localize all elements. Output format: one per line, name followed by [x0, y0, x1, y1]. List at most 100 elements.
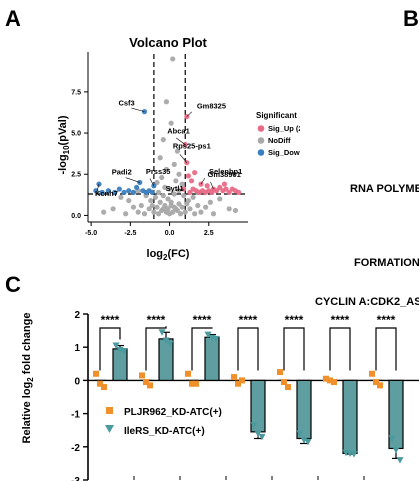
- volcano-point-up: [226, 189, 232, 195]
- volcano-point-nodiff: [163, 99, 170, 105]
- volcano-point-down: [105, 188, 111, 194]
- volcano-point-nodiff: [141, 211, 148, 217]
- bar-y-tick-label: 1: [74, 343, 80, 354]
- volcano-point-nodiff: [154, 179, 160, 186]
- volcano-point-nodiff: [118, 194, 124, 200]
- gene-label-leader: [176, 137, 186, 145]
- point-ilers: [250, 422, 258, 429]
- volcano-point-nodiff: [174, 148, 181, 154]
- volcano-y-tick-label: 0.0: [71, 213, 81, 220]
- volcano-point-nodiff: [146, 206, 152, 212]
- volcano-point-nodiff: [217, 196, 223, 202]
- point-ilers: [120, 348, 128, 355]
- volcano-point-up: [187, 189, 193, 195]
- legend-item-label: Sig_Down (17): [268, 148, 300, 157]
- volcano-point-nodiff: [176, 201, 182, 207]
- volcano-point-nodiff: [173, 206, 179, 212]
- gene-label-prss35: Prss35: [146, 167, 171, 176]
- point-control: [185, 370, 191, 377]
- significance-bracket: [191, 327, 213, 371]
- volcano-point-up: [223, 186, 229, 192]
- point-control: [373, 379, 379, 386]
- pathway-label-rna-polymerase: RNA POLYME: [350, 183, 419, 195]
- point-control: [231, 374, 237, 381]
- volcano-point-nodiff: [126, 197, 132, 204]
- point-control: [327, 377, 333, 384]
- legend-label-ilers: IleRS_KD-ATC(+): [124, 426, 205, 437]
- significance-stars: ****: [285, 313, 304, 327]
- gene-label-gm8325: Gm8325: [197, 102, 226, 111]
- bar-ilers-6: [342, 379, 358, 455]
- volcano-point-up: [185, 173, 191, 179]
- point-control: [369, 370, 375, 377]
- volcano-x-axis-label: log2(FC): [147, 248, 190, 262]
- volcano-point-nodiff: [168, 120, 174, 126]
- gene-label-leader: [125, 177, 140, 183]
- point-control: [93, 370, 99, 377]
- legend-swatch: [257, 149, 265, 156]
- volcano-point-nodiff: [151, 209, 157, 215]
- gene-label-sytl1: Sytl1: [166, 184, 184, 193]
- point-ilers: [300, 437, 308, 444]
- volcano-y-tick-label: 5.0: [71, 131, 81, 138]
- volcano-y-tick-label: 2.5: [71, 172, 81, 179]
- point-control: [235, 380, 241, 387]
- volcano-point-down: [93, 188, 99, 194]
- point-control: [285, 384, 291, 391]
- point-control: [189, 380, 195, 387]
- volcano-point-nodiff: [198, 209, 204, 215]
- point-ilers: [112, 342, 120, 350]
- point-control: [331, 379, 337, 386]
- point-control: [377, 382, 383, 389]
- legend-label-control: PLJR962_KD-ATC(+): [124, 407, 222, 418]
- point-control: [101, 384, 107, 391]
- volcano-point-nodiff: [135, 209, 141, 215]
- significance-stars: ****: [239, 313, 258, 327]
- legend-item-label: Sig_Up (27): [268, 124, 300, 133]
- volcano-point-nodiff: [166, 186, 173, 192]
- volcano-point-nodiff: [203, 204, 209, 210]
- bar-y-axis-label: Relative log2 fold change: [21, 313, 35, 444]
- volcano-point-nodiff: [168, 202, 174, 209]
- point-control: [193, 380, 199, 387]
- volcano-point-nodiff: [226, 206, 232, 212]
- point-ilers: [350, 451, 358, 458]
- volcano-point-nodiff: [177, 211, 184, 217]
- gene-label-padi2: Padi2: [112, 167, 132, 176]
- significance-bracket: [145, 326, 167, 371]
- volcano-x-tick-label: 0.0: [165, 230, 175, 237]
- bar-ilers-1: [112, 348, 128, 382]
- point-ilers: [392, 447, 400, 454]
- gene-label-kcnh7: Kcnh7: [95, 189, 118, 198]
- point-ilers: [258, 433, 266, 441]
- gene-label-leader: [179, 154, 188, 163]
- volcano-point-nodiff: [162, 184, 168, 191]
- point-ilers: [396, 457, 404, 464]
- gene-label-leader: [210, 181, 214, 190]
- volcano-point-nodiff: [130, 204, 137, 210]
- point-ilers: [296, 430, 304, 438]
- point-control: [97, 380, 103, 387]
- panel-label-c: C: [5, 272, 21, 297]
- bar-y-tick-label: -1: [71, 410, 80, 421]
- point-ilers: [158, 329, 166, 336]
- significance-bracket: [329, 327, 351, 371]
- fold-change-bar-chart: -3 -2 -1 0 1 2 **** **** **** **** **** **** **** P…: [21, 310, 419, 481]
- volcano-legend: Significant Sig_Up (27) NoDiff Sig_Down (17…: [256, 111, 300, 157]
- gene-label-selenbp1: Selenbp1: [209, 167, 242, 176]
- volcano-point-up: [198, 181, 204, 187]
- volcano-point-nodiff: [148, 197, 154, 204]
- significance-bracket: [375, 327, 397, 371]
- bar-y-tick-label: -2: [71, 443, 80, 454]
- gene-label-leader: [149, 178, 155, 186]
- point-control: [277, 369, 283, 376]
- volcano-point-nodiff: [176, 171, 182, 177]
- volcano-point-nodiff: [184, 201, 190, 207]
- point-ilers: [204, 331, 212, 339]
- volcano-point-nodiff: [101, 209, 107, 215]
- gene-label-leader: [96, 184, 100, 192]
- gene-label-leader: [131, 107, 145, 112]
- volcano-point-nodiff: [138, 202, 144, 209]
- volcano-plot: Volcano Plot Csf3 Gm8325 Abca1 Rps25-ps1 Pad…: [57, 35, 300, 262]
- point-control: [323, 375, 329, 382]
